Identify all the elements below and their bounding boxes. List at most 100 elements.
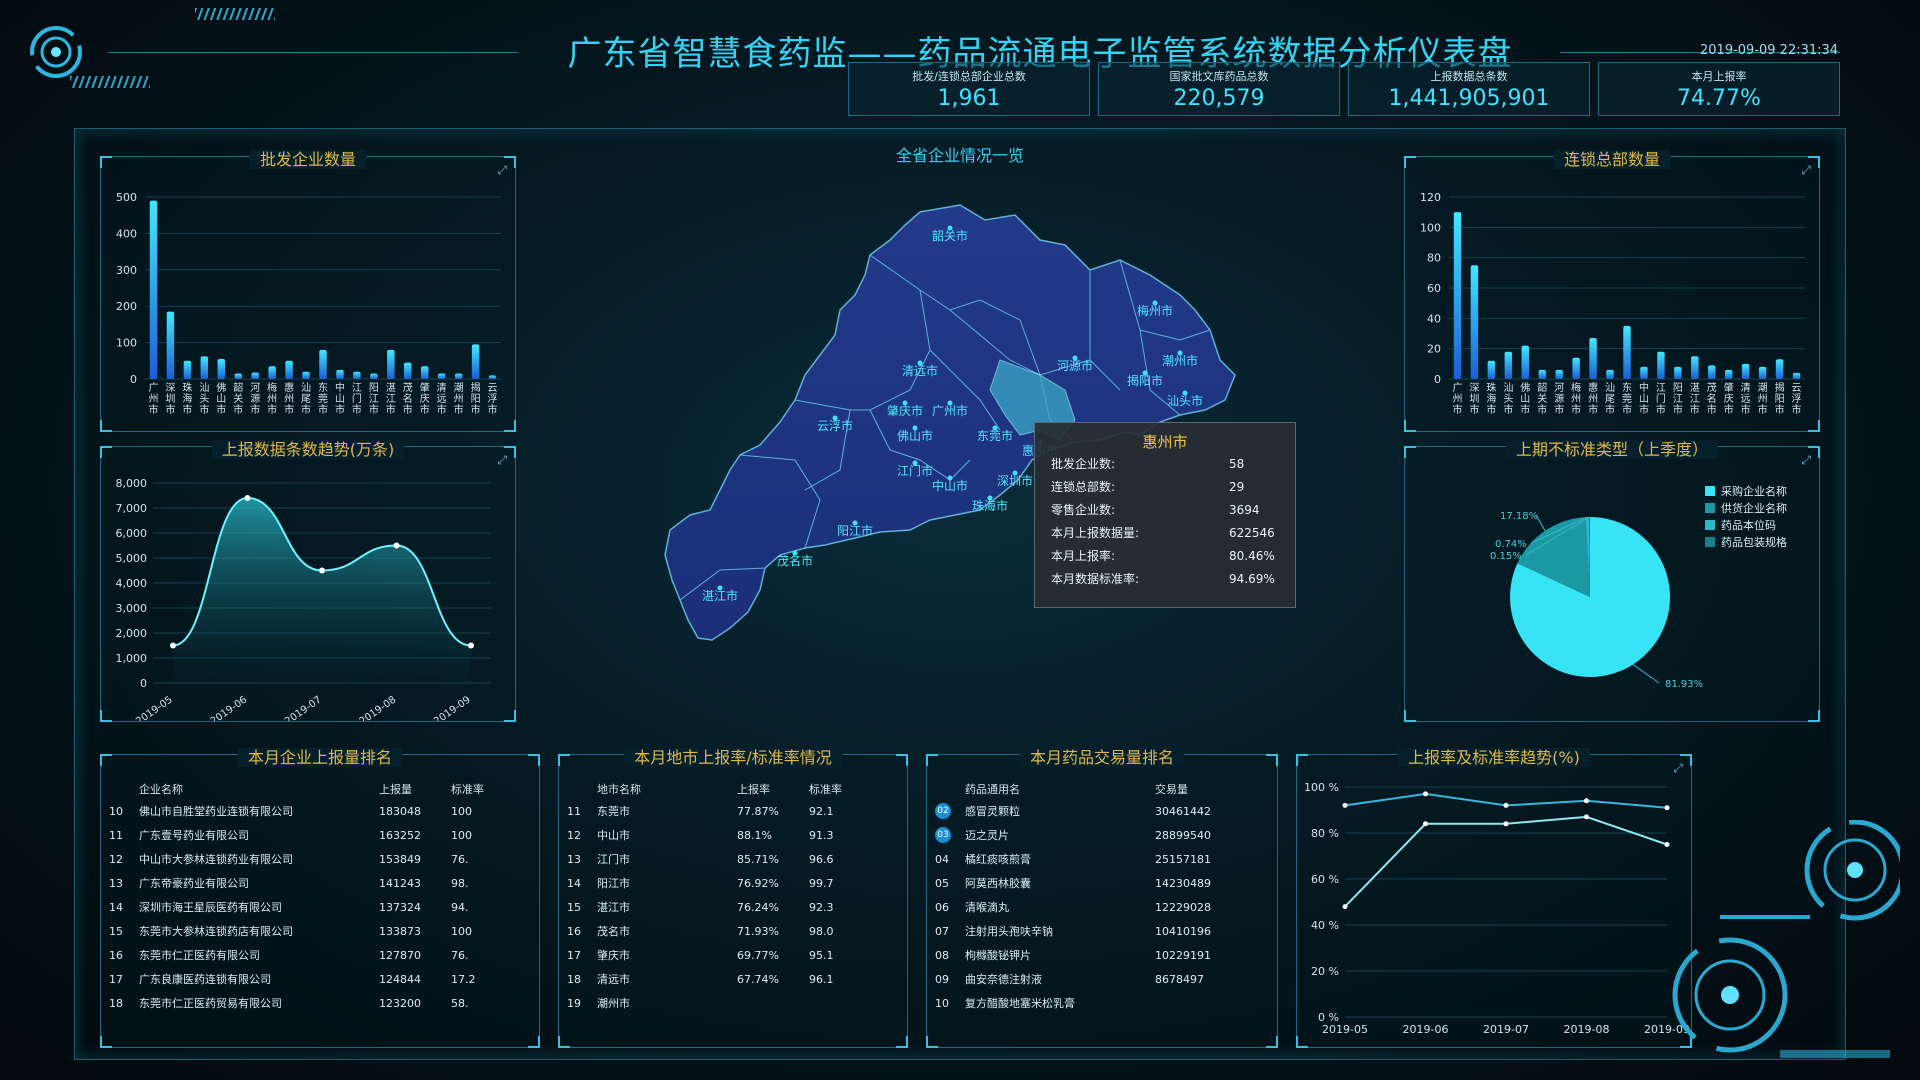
- x-tick-label: 河源市: [1554, 382, 1564, 416]
- x-tick-label: 揭阳市: [471, 381, 481, 416]
- table-row[interactable]: 04 橘红痰咳煎膏 25157181: [935, 847, 1269, 871]
- table-row[interactable]: 16 东莞市仁正医药有限公司 127870 76.: [109, 943, 531, 967]
- table-row[interactable]: 11 东莞市 77.87% 92.1: [567, 799, 899, 823]
- province-shape[interactable]: [664, 204, 1236, 641]
- bar: [1657, 351, 1665, 379]
- table-row[interactable]: 10 复方醋酸地塞米松乳膏: [935, 991, 1269, 1015]
- table-row[interactable]: 07 注射用头孢呋辛钠 10410196: [935, 919, 1269, 943]
- bar: [420, 366, 429, 379]
- y-tick-label: 200: [116, 300, 137, 313]
- kpi-value: 220,579: [1173, 86, 1265, 111]
- city-dot: [1182, 390, 1188, 396]
- table-cell: 100: [451, 804, 472, 818]
- pie-label: 17.18%: [1500, 511, 1538, 522]
- x-tick-label: 汕头市: [1503, 382, 1513, 416]
- y-tick-label: 5,000: [116, 552, 148, 565]
- data-point: [1503, 802, 1509, 808]
- table-row[interactable]: 14 阳江市 76.92% 99.7: [567, 871, 899, 895]
- rate-line-chart: 0 % 20 % 40 % 60 % 80 % 100 % 2019-05 2019-06 20…: [1304, 781, 1690, 1036]
- table-cell: 东莞市大参林连锁药店有限公司: [139, 925, 293, 938]
- table-row[interactable]: 18 清远市 67.74% 96.1: [567, 967, 899, 991]
- table-row[interactable]: 15 湛江市 76.24% 92.3: [567, 895, 899, 919]
- tooltip-label: 批发企业数:: [1051, 457, 1116, 471]
- bar: [268, 366, 276, 379]
- table-row[interactable]: 19 潮州市: [567, 991, 899, 1015]
- rank-number: 15: [567, 900, 581, 914]
- bar: [217, 358, 226, 379]
- wholesale-bar-chart: 0 100 200 300 400 500 广州市深圳市珠海市汕头市佛山市韶关市河源市梅州市…: [116, 191, 501, 416]
- table-row[interactable]: 05 阿莫西林胶囊 14230489: [935, 871, 1269, 895]
- title-line: [108, 52, 518, 53]
- wholesale-panel: 批发企业数量 ⤢ 0 100 200 300 400 500 广州市 深圳市 珠海市 汕头市 佛山市…: [100, 150, 516, 432]
- table-row[interactable]: 02 感冒灵颗粒 30461442: [935, 799, 1269, 823]
- city-label: 梅州市: [1137, 303, 1173, 318]
- table-row[interactable]: 09 曲安奈德注射液 8678497: [935, 967, 1269, 991]
- pie-leader: [1632, 664, 1660, 684]
- x-tick-label: 揭阳市: [1775, 381, 1785, 416]
- city-dot: [1072, 355, 1078, 361]
- table-row[interactable]: 08 枸橼酸铋钾片 10229191: [935, 943, 1269, 967]
- city-dot: [917, 360, 923, 366]
- table-row[interactable]: 13 江门市 85.71% 96.6: [567, 847, 899, 871]
- city-label: 珠海市: [972, 498, 1008, 513]
- pie-label: 0.15%: [1490, 551, 1522, 562]
- expand-icon[interactable]: ⤢: [1801, 453, 1811, 467]
- y-tick-label: 40 %: [1311, 919, 1339, 932]
- kpi-value: 74.77%: [1677, 86, 1761, 111]
- table-row[interactable]: 14 深圳市海王星辰医药有限公司 137324 94.: [109, 895, 531, 919]
- table-cell: 183048: [379, 804, 421, 818]
- panel-title: 本月药品交易量排名: [1019, 748, 1184, 767]
- table-cell: 广东壹号药业有限公司: [139, 829, 249, 842]
- expand-icon[interactable]: ⤢: [1801, 163, 1811, 177]
- expand-icon[interactable]: ⤢: [1673, 761, 1683, 775]
- city-dot: [947, 400, 953, 406]
- table-cell: 阿莫西林胶囊: [965, 877, 1031, 890]
- x-tick-label: 2019-08: [358, 694, 399, 721]
- legend-entry: 药品包装规格: [1721, 535, 1787, 549]
- y-tick-label: 100: [116, 337, 137, 350]
- table-cell: 71.93%: [737, 924, 779, 938]
- table-row[interactable]: 15 东莞市大参林连锁药店有限公司 133873 100: [109, 919, 531, 943]
- table-cell: 124844: [379, 972, 421, 986]
- bar: [200, 356, 209, 379]
- pie-panel: 上期不标准类型（上季度） ⤢ 81.93% 采购企业名称 17.18% 供货企业名称 0…: [1404, 440, 1820, 722]
- table-row[interactable]: 06 清喉滴丸 12229028: [935, 895, 1269, 919]
- x-tick-label: 惠州市: [1588, 381, 1598, 416]
- map-title: 全省企业情况一览: [895, 146, 1024, 165]
- table-cell: 枸橼酸铋钾片: [965, 949, 1031, 962]
- table-cell: 清远市: [597, 973, 630, 986]
- table-cell: 100: [451, 828, 472, 842]
- tooltip-row: 批发企业数: 58: [1035, 452, 1295, 475]
- data-point: [1584, 814, 1589, 820]
- table-row[interactable]: 17 广东良康医药连锁有限公司 124844 17.2: [109, 967, 531, 991]
- header-stripe: [195, 8, 275, 20]
- table-cell: 东莞市仁正医药贸易有限公司: [139, 997, 282, 1010]
- table-row[interactable]: 10 佛山市自胜堂药业连锁有限公司 183048 100: [109, 799, 531, 823]
- table-row[interactable]: 16 茂名市 71.93% 98.0: [567, 919, 899, 943]
- table-row[interactable]: 12 中山市大参林连锁药业有限公司 153849 76.: [109, 847, 531, 871]
- map-tooltip: 惠州市 批发企业数: 58 连锁总部数: 29 零售企业数: 3694 本月上报数据量: 62…: [1034, 422, 1296, 608]
- city-label: 汕头市: [1167, 393, 1203, 408]
- tooltip-row: 零售企业数: 3694: [1035, 498, 1295, 521]
- expand-icon[interactable]: ⤢: [497, 163, 507, 177]
- table-cell: 14230489: [1155, 876, 1211, 890]
- expand-icon[interactable]: ⤢: [497, 453, 507, 467]
- bar: [404, 362, 412, 379]
- rank-number: 14: [109, 900, 123, 914]
- table-cell: 92.1: [809, 804, 834, 818]
- data-point: [1664, 842, 1670, 847]
- panel-title: 本月企业上报量排名: [237, 748, 402, 767]
- x-tick-label: 江门市: [352, 382, 362, 416]
- table-row[interactable]: 18 东莞市仁正医药贸易有限公司 123200 58.: [109, 991, 531, 1015]
- city-label: 清远市: [902, 363, 938, 378]
- table-row[interactable]: 11 广东壹号药业有限公司 163252 100: [109, 823, 531, 847]
- table-cell: 88.1%: [737, 828, 772, 842]
- table-row[interactable]: 17 肇庆市 69.77% 95.1: [567, 943, 899, 967]
- table-row[interactable]: 13 广东帝豪药业有限公司 141243 98.: [109, 871, 531, 895]
- x-tick-label: 肇庆市: [420, 381, 430, 416]
- bar: [1487, 360, 1496, 379]
- table-header: 地市名称 上报率 标准率: [567, 779, 899, 799]
- table-row[interactable]: 12 中山市 88.1% 91.3: [567, 823, 899, 847]
- table-row[interactable]: 03 迈之灵片 28899540: [935, 823, 1269, 847]
